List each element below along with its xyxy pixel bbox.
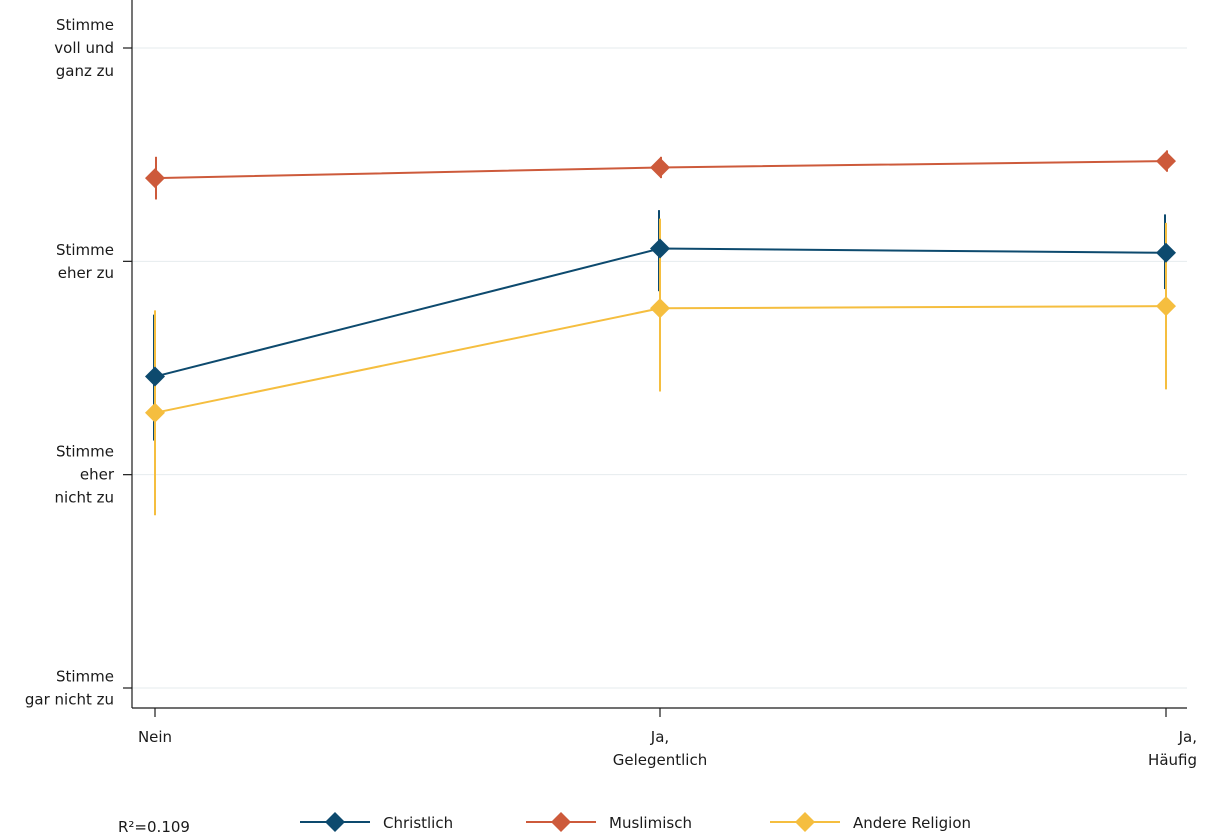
y-tick-label: Stimme voll und ganz zu [54,16,114,80]
data-point-christlich [145,366,165,387]
y-tick-label-line: ganz zu [56,62,114,80]
data-point-andere-religion [1156,296,1176,317]
y-tick-label: Stimme gar nicht zu [25,668,114,709]
legend-marker [551,812,571,832]
legend-label: Muslimisch [609,814,692,832]
series-group [145,150,1176,516]
legend-label: Christlich [383,814,453,832]
data-point-christlich [1156,242,1176,263]
y-tick-label-line: gar nicht zu [25,691,114,709]
x-tick-labels: Nein Ja, Gelegentlich Ja, Häufig [138,728,1197,769]
y-tick-label: Stimme eher zu [56,241,114,282]
r-squared-annotation: R²=0.109 [118,818,190,834]
data-point-muslimisch [1156,151,1176,172]
x-tick-label: Nein [138,728,172,746]
y-tick-label-line: Stimme [56,16,114,34]
data-point-christlich [650,238,670,259]
legend-marker [795,812,815,832]
y-tick-label-line: eher zu [58,264,114,282]
legend-marker [325,812,345,832]
data-point-andere-religion [650,298,670,319]
x-tick-label-line: Ja, [1178,728,1197,746]
y-tick-label-line: Stimme [56,241,114,259]
x-tick-label: Ja, Häufig [1148,728,1197,769]
x-tick-label-line: Häufig [1148,751,1197,769]
y-tick-label-line: Stimme [56,443,114,461]
y-tick-label: Stimme eher nicht zu [55,443,115,507]
data-point-andere-religion [145,402,165,423]
x-tick-label-line: Gelegentlich [613,751,707,769]
y-tick-label-line: nicht zu [55,489,114,507]
data-point-muslimisch [650,157,670,178]
axes [123,0,1187,717]
y-tick-label-line: eher [80,466,115,484]
legend: Christlich Muslimisch Andere Religion [300,812,971,832]
y-tick-label-line: voll und [54,39,114,57]
legend-label: Andere Religion [853,814,971,832]
y-tick-label-line: Stimme [56,668,114,686]
x-tick-label: Ja, Gelegentlich [613,728,707,769]
x-tick-label-line: Ja, [650,728,669,746]
data-point-muslimisch [145,168,165,189]
x-tick-label-line: Nein [138,728,172,746]
